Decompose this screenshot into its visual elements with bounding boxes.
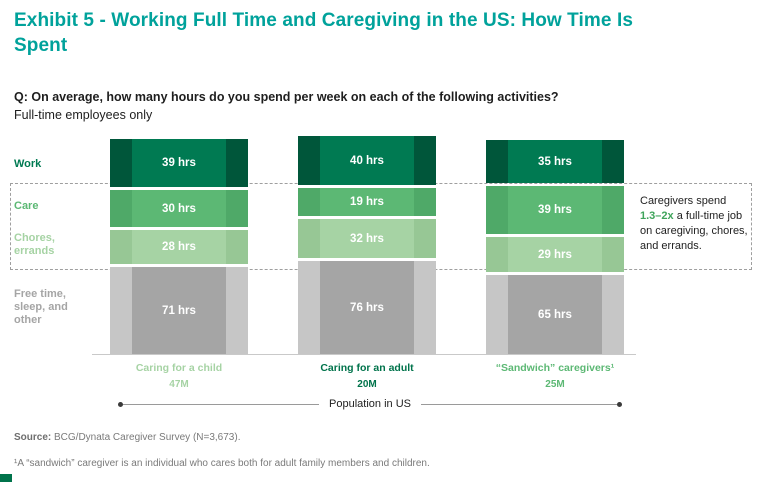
bar-child-work-core: 39 hrs <box>132 139 226 187</box>
category-population: 25M <box>545 378 565 390</box>
category-population: 20M <box>357 378 377 390</box>
bar-child-work: 39 hrs <box>110 139 248 187</box>
category-name: Caring for an adult <box>320 362 414 374</box>
bar-sandwich-work: 35 hrs <box>486 140 624 183</box>
bar-child-chores-core: 28 hrs <box>132 230 226 264</box>
bar-column-sandwich: 35 hrs 39 hrs 29 hrs 65 hrs <box>486 136 624 354</box>
bar-value-label: 76 hrs <box>350 301 384 314</box>
bar-adult-work: 40 hrs <box>298 136 436 185</box>
bar-sandwich-chores: 29 hrs <box>486 237 624 272</box>
bar-value-label: 35 hrs <box>538 155 572 168</box>
bar-child-free-time: 71 hrs <box>110 267 248 354</box>
bar-sandwich-care-core: 39 hrs <box>508 186 602 234</box>
bar-sandwich-care: 39 hrs <box>486 186 624 234</box>
bar-value-label: 40 hrs <box>350 154 384 167</box>
category-name: Caring for a child <box>135 362 223 374</box>
bar-value-label: 19 hrs <box>350 196 384 208</box>
category-population: 47M <box>169 378 189 390</box>
category-label-adult: Caring for an adult 20M <box>298 362 436 391</box>
axis-endpoint-dot <box>118 401 123 407</box>
bar-adult-free-time-core: 76 hrs <box>320 261 414 354</box>
annotation-prefix: Caregivers spend <box>640 195 727 207</box>
bar-value-label: 29 hrs <box>538 248 572 261</box>
source-note: Source: BCG/Dynata Caregiver Survey (N=3… <box>14 432 240 443</box>
bar-value-label: 39 hrs <box>538 204 572 216</box>
bar-adult-chores: 32 hrs <box>298 219 436 258</box>
bar-value-label: 65 hrs <box>538 308 572 321</box>
bar-value-label: 30 hrs <box>162 202 196 215</box>
population-axis: Population in US <box>118 398 623 410</box>
bar-adult-care-core: 19 hrs <box>320 188 414 216</box>
series-label-work: Work <box>14 158 42 170</box>
bar-value-label: 39 hrs <box>162 157 196 169</box>
bar-column-child: 39 hrs 30 hrs 28 hrs 71 hrs <box>110 136 248 354</box>
bar-child-free-time-core: 71 hrs <box>132 267 226 354</box>
bar-sandwich-work-core: 35 hrs <box>508 140 602 183</box>
category-label-sandwich: “Sandwich” caregivers¹ 25M <box>486 362 624 391</box>
annotation-suffix: a full-time job on caregiving, chores, a… <box>640 209 748 252</box>
bar-child-care: 30 hrs <box>110 190 248 227</box>
category-name: “Sandwich” caregivers¹ <box>495 362 615 374</box>
caregiver-annotation: Caregivers spend 1.3–2x a full-time job … <box>640 194 750 253</box>
axis-line-right <box>420 403 618 405</box>
page-accent-mark <box>0 474 12 482</box>
survey-question: Q: On average, how many hours do you spe… <box>14 90 559 104</box>
annotation-highlight: 1.3–2x <box>640 209 674 222</box>
series-label-chores: Chores, errands <box>14 232 55 258</box>
bar-adult-care: 19 hrs <box>298 188 436 216</box>
bar-value-label: 32 hrs <box>350 232 384 245</box>
axis-line-left <box>123 403 320 405</box>
series-label-free-time: Free time, sleep, and other <box>14 288 68 327</box>
stacked-bar-chart: Work Care Chores, errands Free time, sle… <box>10 136 754 428</box>
bar-child-chores: 28 hrs <box>110 230 248 264</box>
axis-endpoint-dot <box>617 401 623 407</box>
bar-column-adult: 40 hrs 19 hrs 32 hrs 76 hrs <box>298 136 436 354</box>
source-text: BCG/Dynata Caregiver Survey (N=3,673). <box>51 432 241 443</box>
survey-subtitle: Full-time employees only <box>14 108 153 122</box>
source-label: Source: <box>14 432 52 443</box>
bar-adult-free-time: 76 hrs <box>298 261 436 354</box>
bar-sandwich-free-time-core: 65 hrs <box>508 275 602 354</box>
category-label-child: Caring for a child 47M <box>110 362 248 391</box>
page-title: Exhibit 5 - Working Full Time and Caregi… <box>14 10 634 57</box>
population-axis-label: Population in US <box>329 398 411 410</box>
series-label-care: Care <box>14 200 39 212</box>
bar-sandwich-chores-core: 29 hrs <box>508 237 602 272</box>
footnote: ¹A “sandwich” caregiver is an individual… <box>14 458 430 469</box>
bar-adult-chores-core: 32 hrs <box>320 219 414 258</box>
baseline-axis <box>92 354 636 355</box>
bar-sandwich-free-time: 65 hrs <box>486 275 624 354</box>
bar-value-label: 28 hrs <box>162 241 196 253</box>
bar-child-care-core: 30 hrs <box>132 190 226 227</box>
bar-value-label: 71 hrs <box>162 304 196 317</box>
bar-adult-work-core: 40 hrs <box>320 136 414 185</box>
